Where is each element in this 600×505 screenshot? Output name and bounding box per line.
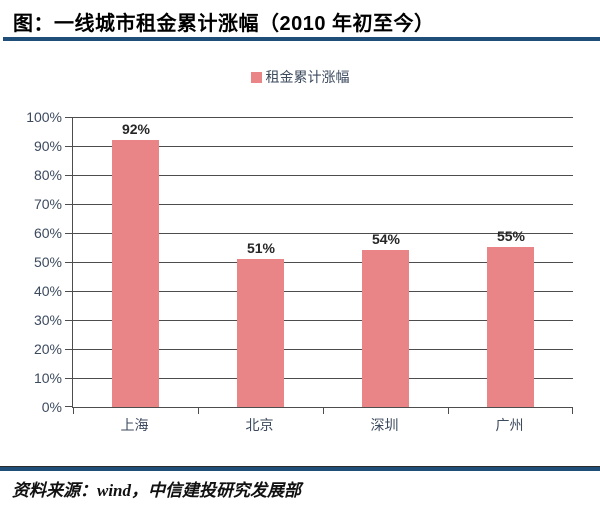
bottom-rule xyxy=(0,466,600,471)
chart-bar xyxy=(487,247,534,407)
gridline xyxy=(73,233,573,234)
x-axis-tick xyxy=(198,408,199,414)
chart-bar xyxy=(362,250,409,407)
top-rule xyxy=(3,37,600,41)
y-axis-tick xyxy=(65,204,72,205)
y-axis-tick xyxy=(65,349,72,350)
x-axis-tick xyxy=(572,408,573,414)
legend-swatch xyxy=(250,71,262,83)
y-axis-tick-label: 100% xyxy=(26,109,62,125)
gridline xyxy=(73,175,573,176)
x-axis-category-label: 上海 xyxy=(120,417,149,433)
x-axis-category-label: 深圳 xyxy=(370,417,399,433)
bar-value-label: 55% xyxy=(496,228,526,244)
legend-label: 租金累计涨幅 xyxy=(265,69,350,85)
y-axis-tick xyxy=(65,233,72,234)
chart-bar xyxy=(112,140,159,407)
y-axis-tick-label: 40% xyxy=(33,283,62,299)
x-axis-category-label: 北京 xyxy=(245,417,274,433)
y-axis-tick-label: 50% xyxy=(33,254,62,270)
y-axis-tick xyxy=(65,262,72,263)
y-axis-tick-label: 90% xyxy=(33,138,62,154)
y-axis-tick xyxy=(65,320,72,321)
chart-bar xyxy=(237,259,284,407)
source-note: 资料来源：wind，中信建投研究发展部 xyxy=(12,481,302,500)
y-axis-tick-label: 30% xyxy=(33,312,62,328)
gridline xyxy=(73,204,573,205)
y-axis-tick xyxy=(65,175,72,176)
y-axis-tick-label: 70% xyxy=(33,196,62,212)
gridline xyxy=(73,378,573,379)
y-axis-tick-label: 80% xyxy=(33,167,62,183)
bar-value-label: 54% xyxy=(371,231,401,247)
x-axis-tick xyxy=(73,408,74,414)
gridline xyxy=(73,291,573,292)
x-axis-labels: 上海 北京 深圳 广州 xyxy=(72,415,572,435)
y-axis-tick xyxy=(65,378,72,379)
gridline xyxy=(73,117,573,118)
gridline xyxy=(73,320,573,321)
y-axis-tick-label: 60% xyxy=(33,225,62,241)
plot-area: 92% 51% 54% 55% xyxy=(65,117,573,414)
figure-title: 图：一线城市租金累计涨幅（2010 年初至今） xyxy=(13,13,435,35)
y-axis-tick-label: 10% xyxy=(33,370,62,386)
y-axis-tick xyxy=(65,291,72,292)
gridline xyxy=(73,349,573,350)
y-axis-tick-label: 20% xyxy=(33,341,62,357)
y-axis-tick-label: 0% xyxy=(41,399,62,415)
y-axis-labels: 0% 10% 20% 30% 40% 50% 60% 70% 80% 90% 100% xyxy=(0,109,62,415)
bar-value-label: 51% xyxy=(246,240,276,256)
x-axis-category-label: 广州 xyxy=(495,417,524,433)
bar-value-label: 92% xyxy=(121,121,151,137)
y-axis-tick xyxy=(65,406,72,407)
gridline xyxy=(73,262,573,263)
chart-legend: 租金累计涨幅 xyxy=(0,69,600,85)
y-axis-tick xyxy=(65,146,72,147)
x-axis-tick xyxy=(323,408,324,414)
gridline xyxy=(73,146,573,147)
y-axis-tick xyxy=(65,117,72,118)
x-axis-tick xyxy=(448,408,449,414)
